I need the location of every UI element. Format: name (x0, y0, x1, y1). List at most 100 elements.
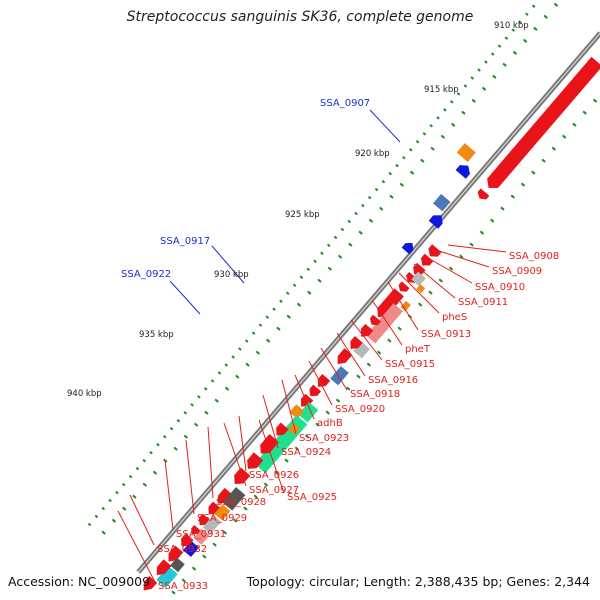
outer-tick (367, 195, 372, 200)
inner-tick (181, 578, 186, 583)
outer-tick (162, 435, 167, 439)
mid-tick (348, 242, 353, 247)
inner-tick (335, 398, 341, 403)
inner-tick (500, 206, 505, 211)
inner-tick (438, 278, 443, 283)
gene-feature (183, 540, 200, 558)
gene-label-outer: SSA_0907 (320, 98, 370, 109)
inner-tick (490, 218, 495, 223)
outer-tick (525, 12, 529, 16)
mid-tick (245, 362, 250, 367)
gene-feature (416, 284, 426, 294)
gene-feature (456, 143, 476, 163)
inner-tick (469, 242, 474, 247)
inner-tick (531, 170, 536, 175)
outer-tick (361, 203, 365, 208)
mid-tick (492, 74, 497, 79)
outer-tick (115, 490, 119, 495)
leader-line (207, 426, 214, 499)
mid-tick (193, 422, 199, 427)
outer-tick (422, 132, 427, 136)
mid-tick (399, 182, 404, 187)
mid-tick (389, 194, 394, 199)
gene-feature (222, 486, 246, 511)
mid-tick (533, 26, 538, 31)
gene-label-inner: SSA_0911 (458, 297, 508, 308)
gene-label-inner: SSA_0910 (475, 282, 525, 293)
scale-label: 910 kbp (494, 21, 529, 31)
outer-tick (176, 419, 181, 423)
mid-tick (502, 62, 507, 67)
outer-tick (388, 171, 393, 176)
inner-tick (387, 338, 392, 343)
outer-tick (436, 116, 440, 120)
gene-label-inner: adhB (317, 418, 343, 429)
mid-tick (409, 170, 415, 175)
mid-tick (224, 386, 230, 391)
outer-tick (224, 363, 229, 367)
outer-tick (402, 155, 406, 160)
gene-label-inner: pheS (442, 312, 467, 323)
gene-feature (317, 373, 331, 387)
mid-tick (122, 506, 127, 511)
gene-label-inner: pheT (405, 344, 431, 355)
inner-tick (171, 590, 176, 595)
inner-tick (562, 134, 567, 139)
outer-tick (149, 450, 153, 455)
gene-label-inner: SSA_0926 (249, 470, 299, 481)
inner-tick (582, 110, 587, 115)
outer-tick (279, 299, 283, 303)
gene-features (143, 56, 600, 591)
outer-tick (285, 291, 290, 295)
outer-tick (429, 124, 434, 128)
outer-tick (244, 339, 249, 343)
gene-feature (487, 56, 600, 188)
inner-tick (284, 458, 289, 463)
gene-feature (432, 193, 451, 212)
mid-tick (132, 494, 137, 499)
inner-tick (304, 434, 310, 439)
gene-label-inner: SSA_0909 (492, 266, 542, 277)
leader-line (320, 347, 348, 391)
gene-feature (309, 384, 322, 396)
inner-tick (551, 146, 557, 151)
outer-tick (518, 20, 522, 24)
gene-label-inner: SSA_0913 (421, 329, 471, 340)
gene-feature (360, 323, 374, 337)
outer-tick (203, 387, 208, 391)
outer-tick (470, 76, 475, 80)
gene-feature (156, 559, 172, 576)
mid-tick (461, 110, 466, 115)
gene-feature (350, 335, 363, 349)
gene-label-inner: SSA_0915 (385, 359, 435, 370)
gene-feature (330, 366, 349, 386)
leader-line (387, 281, 419, 331)
leader-line (413, 263, 456, 299)
gene-labels: 910 kbp 915 kbp 920 kbp 925 kbp 930 kbp 935 k… (67, 21, 559, 592)
gene-feature (143, 575, 158, 591)
outer-tick (142, 458, 147, 463)
outer-tick (443, 108, 447, 112)
scale-label: 925 kbp (285, 210, 320, 220)
gene-feature (181, 533, 194, 547)
outer-tick (265, 315, 270, 319)
mid-tick (451, 122, 456, 127)
mid-tick (379, 206, 384, 211)
gene-label-inner: SSA_0923 (299, 433, 349, 444)
gene-feature (287, 422, 300, 435)
gene-label-inner: SSA_0925 (287, 492, 337, 503)
mid-tick (265, 338, 271, 343)
gene-label-outer: SSA_0922 (121, 269, 171, 280)
leader-line (336, 332, 366, 377)
gene-feature (193, 528, 210, 545)
outer-tick (238, 347, 242, 351)
gene-feature (401, 242, 414, 255)
mid-tick (296, 302, 302, 307)
outer-tick (477, 68, 481, 72)
gene-label-inner: SSA_0918 (350, 389, 400, 400)
outer-tick (128, 474, 133, 479)
gene-label-inner: SSA_0924 (281, 447, 331, 458)
outer-tick (272, 307, 276, 311)
outer-tick (292, 283, 297, 287)
mid-tick (235, 374, 240, 379)
